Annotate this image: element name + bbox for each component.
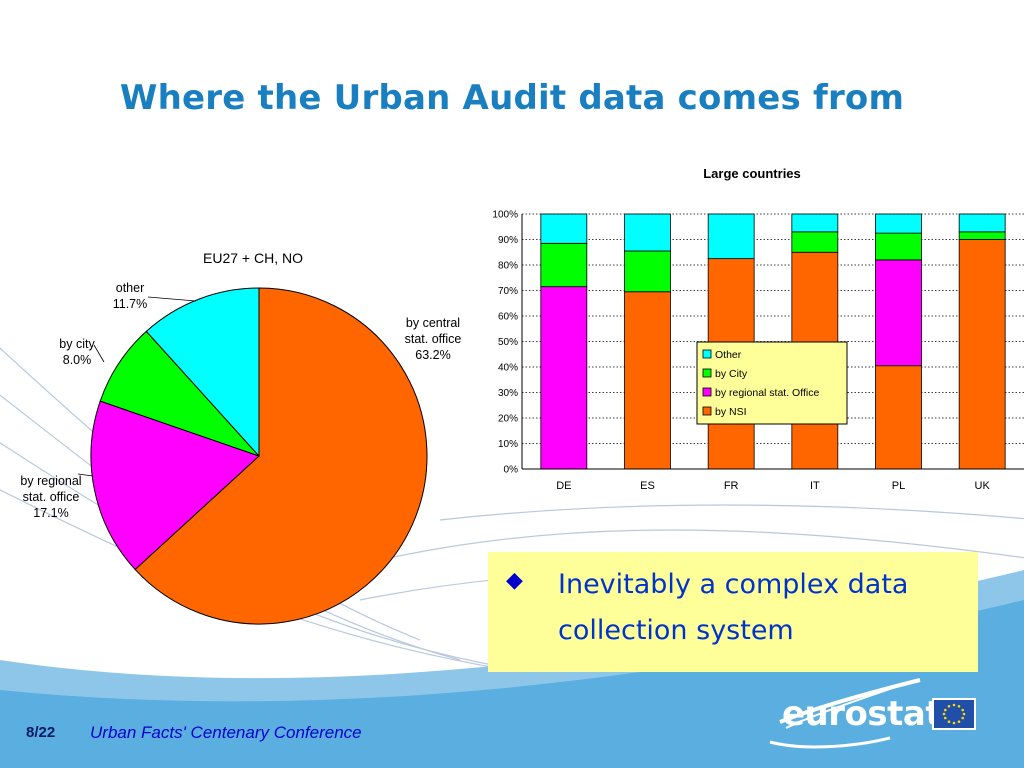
bullet-text: Inevitably a complex data collection sys… [558,569,909,646]
pie-value-regional: 17.1% [33,506,68,520]
pie-slice-1 [90,400,260,571]
bar-segment-es-0 [624,291,671,470]
pie-label-city: by city [59,337,95,351]
y-tick-label: 10% [498,439,518,450]
bar-chart-title: Large countries [703,166,801,181]
footer-conference-name: Urban Facts' Centenary Conference [90,723,362,742]
pie-leader-line [93,344,105,363]
x-tick-label: DE [556,480,571,492]
pie-leader-line [147,296,197,302]
bar-segment-it-2 [791,231,839,253]
pie-label-other: other [116,281,145,295]
bar-segment-uk-0 [958,239,1006,470]
x-tick-label: IT [810,480,820,492]
pie-value-other: 11.7% [113,297,148,311]
pie-leader-line [77,473,94,477]
y-tick-label: 30% [498,388,518,399]
bar-segment-uk-2 [958,231,1006,240]
x-tick-label: PL [892,480,905,492]
y-tick-label: 90% [498,235,518,246]
bar-segment-de-2 [540,242,588,288]
x-tick-label: ES [640,480,655,492]
bar-segment-fr-3 [707,213,755,260]
eu-flag-icon [932,698,976,730]
diamond-bullet-icon: ◆ [506,568,523,593]
legend-label: by NSI [715,406,747,418]
y-tick-label: 40% [498,363,518,374]
legend-swatch [702,368,712,378]
bar-segment-uk-3 [958,213,1006,233]
pie-chart-title: EU27 + CH, NO [203,250,303,266]
eurostat-logo: eurostat [782,694,942,734]
page-number: 8/22 [26,724,56,741]
pie-label-regional: by regional [20,474,81,488]
pie-value-central: 63.2% [415,348,450,362]
bar-segment-de-1 [540,286,588,470]
y-tick-label: 0% [504,465,519,476]
legend-swatch [702,349,712,359]
pie-label-central: by central [406,316,460,330]
bar-segment-pl-1 [875,259,922,367]
legend-box [696,341,848,425]
y-tick-label: 70% [498,286,518,297]
x-tick-label: FR [724,480,739,492]
bar-segment-es-3 [624,213,671,252]
legend-swatch [702,406,712,416]
slide-title: Where the Urban Audit data comes from [119,78,905,118]
y-tick-label: 100% [492,210,518,221]
y-tick-label: 50% [498,337,518,348]
y-tick-label: 20% [498,414,518,425]
y-tick-label: 80% [498,261,518,272]
bar-segment-pl-3 [875,213,922,234]
bar-segment-pl-2 [875,232,922,261]
pie-chart: EU27 + CH, NO by central stat. office 63.2… [20,250,462,625]
pie-slice-3 [145,287,260,458]
eurostat-swoosh-icon [769,678,921,749]
legend-swatch [702,387,712,397]
bar-segment-es-2 [624,250,671,293]
bar-segment-pl-0 [875,365,922,470]
bullet-box: ◆ Inevitably a complex data collection s… [488,552,978,672]
pie-slice-0 [134,287,428,625]
pie-value-city: 8.0% [63,353,92,367]
bar-chart: Large countries 0% 10% 20% 30% 40% 50% 60% 70% 8… [492,166,1024,492]
bar-segment-de-3 [540,213,588,244]
legend-label: by City [715,368,748,380]
y-tick-label: 60% [498,312,518,323]
legend-label: Other [715,349,742,361]
bar-segment-it-3 [791,213,839,233]
legend-label: by regional stat. Office [715,387,819,399]
x-tick-label: UK [975,480,991,492]
